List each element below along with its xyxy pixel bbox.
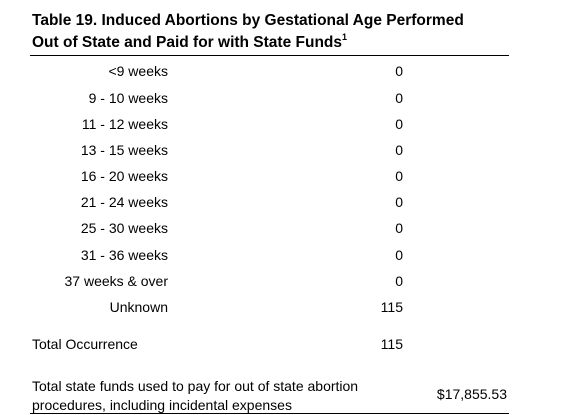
table-row: 37 weeks & over 0 (0, 271, 565, 291)
table-title: Table 19. Induced Abortions by Gestation… (32, 10, 522, 54)
row-value: 0 (395, 247, 403, 263)
table-row: Unknown 115 (0, 297, 565, 317)
row-value: 0 (395, 90, 403, 106)
table-row: 25 - 30 weeks 0 (0, 218, 565, 238)
row-label: 21 - 24 weeks (80, 194, 168, 210)
row-value: 0 (395, 194, 403, 210)
table-row: <9 weeks 0 (0, 61, 565, 81)
total-value: 115 (380, 336, 403, 352)
table-row: 31 - 36 weeks 0 (0, 245, 565, 265)
row-value: 0 (395, 116, 403, 132)
total-label: Total Occurrence (32, 336, 138, 352)
row-label: 37 weeks & over (64, 273, 169, 289)
state-funds-value: $17,855.53 (436, 386, 507, 402)
row-label: 13 - 15 weeks (80, 142, 168, 158)
row-value: 0 (395, 168, 403, 184)
row-value: 0 (395, 142, 403, 158)
table-title-line-2: Out of State and Paid for with State Fun… (32, 32, 522, 54)
row-label: <9 weeks (108, 63, 168, 79)
row-value: 0 (395, 220, 403, 236)
row-label: 9 - 10 weeks (88, 90, 168, 106)
table-row: 16 - 20 weeks 0 (0, 166, 565, 186)
row-label: 16 - 20 weeks (80, 168, 168, 184)
table-row: 13 - 15 weeks 0 (0, 140, 565, 160)
table-row: 21 - 24 weeks 0 (0, 192, 565, 212)
table-title-line-1: Table 19. Induced Abortions by Gestation… (32, 12, 464, 29)
table-row: 9 - 10 weeks 0 (0, 88, 565, 108)
table-row: 11 - 12 weeks 0 (0, 114, 565, 134)
total-occurrence-row: Total Occurrence 115 (0, 334, 565, 354)
row-value: 115 (380, 299, 403, 315)
row-label: Unknown (109, 299, 168, 315)
table-title-line-2-text: Out of State and Paid for with State Fun… (32, 34, 343, 51)
table-top-rule (30, 55, 509, 56)
state-funds-label: Total state funds used to pay for out of… (32, 377, 392, 415)
row-value: 0 (395, 63, 403, 79)
row-label: 31 - 36 weeks (80, 247, 168, 263)
row-label: 11 - 12 weeks (81, 116, 168, 132)
state-funds-label-line-2: procedures, including incidental expense… (32, 397, 292, 413)
row-value: 0 (395, 273, 403, 289)
row-label: 25 - 30 weeks (80, 220, 168, 236)
state-funds-label-line-1: Total state funds used to pay for out of… (32, 378, 359, 394)
title-footnote-marker: 1 (342, 32, 348, 42)
